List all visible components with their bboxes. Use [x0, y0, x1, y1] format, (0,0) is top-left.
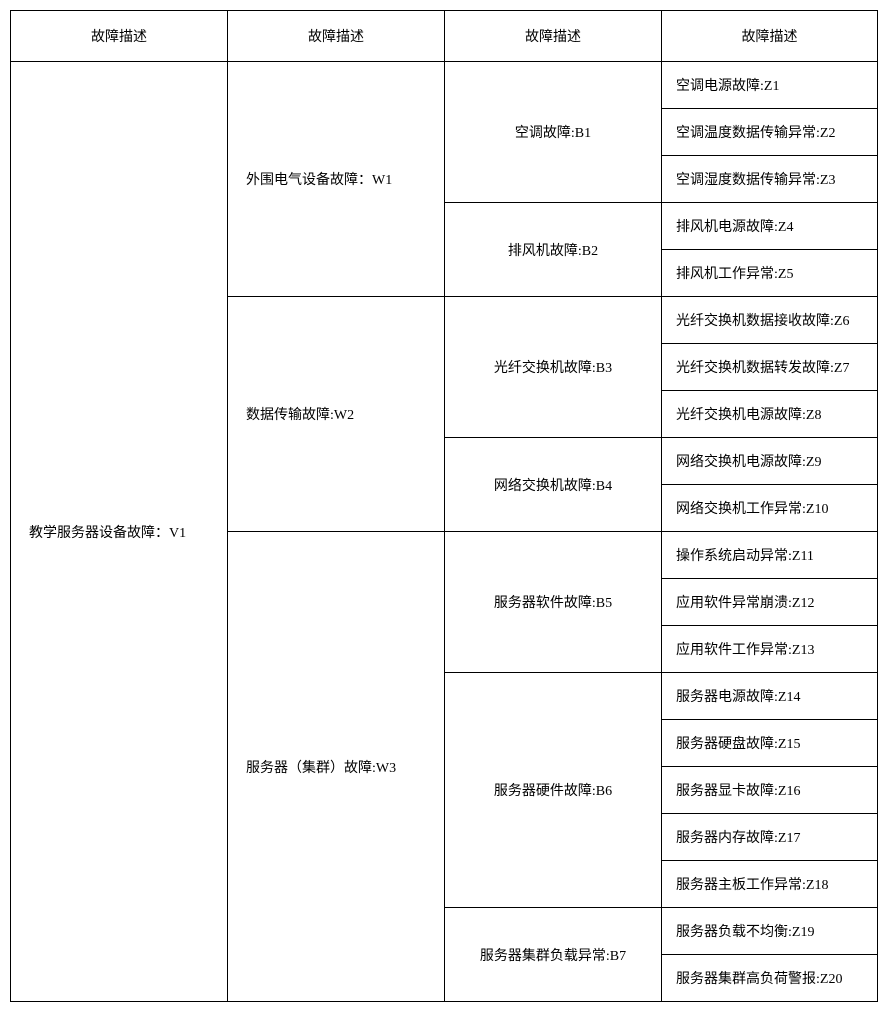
cell-z14: 服务器电源故障:Z14	[662, 673, 878, 720]
cell-z8: 光纤交换机电源故障:Z8	[662, 391, 878, 438]
cell-z15: 服务器硬盘故障:Z15	[662, 720, 878, 767]
cell-z13: 应用软件工作异常:Z13	[662, 626, 878, 673]
cell-w1: 外围电气设备故障：W1	[228, 62, 445, 297]
cell-z20: 服务器集群高负荷警报:Z20	[662, 955, 878, 1002]
cell-z4: 排风机电源故障:Z4	[662, 203, 878, 250]
cell-b4: 网络交换机故障:B4	[445, 438, 662, 532]
cell-b3: 光纤交换机故障:B3	[445, 297, 662, 438]
cell-b7: 服务器集群负载异常:B7	[445, 908, 662, 1002]
header-col1: 故障描述	[11, 11, 228, 62]
cell-z9: 网络交换机电源故障:Z9	[662, 438, 878, 485]
cell-z17: 服务器内存故障:Z17	[662, 814, 878, 861]
cell-b5: 服务器软件故障:B5	[445, 532, 662, 673]
cell-w2: 数据传输故障:W2	[228, 297, 445, 532]
cell-v1: 教学服务器设备故障：V1	[11, 62, 228, 1002]
cell-b6: 服务器硬件故障:B6	[445, 673, 662, 908]
cell-z16: 服务器显卡故障:Z16	[662, 767, 878, 814]
header-col3: 故障描述	[445, 11, 662, 62]
cell-z18: 服务器主板工作异常:Z18	[662, 861, 878, 908]
cell-z7: 光纤交换机数据转发故障:Z7	[662, 344, 878, 391]
cell-z3: 空调湿度数据传输异常:Z3	[662, 156, 878, 203]
table-row: 教学服务器设备故障：V1 外围电气设备故障：W1 空调故障:B1 空调电源故障:…	[11, 62, 878, 109]
cell-z2: 空调温度数据传输异常:Z2	[662, 109, 878, 156]
cell-z12: 应用软件异常崩溃:Z12	[662, 579, 878, 626]
cell-w3: 服务器（集群）故障:W3	[228, 532, 445, 1002]
header-col4: 故障描述	[662, 11, 878, 62]
cell-z6: 光纤交换机数据接收故障:Z6	[662, 297, 878, 344]
cell-z11: 操作系统启动异常:Z11	[662, 532, 878, 579]
cell-z19: 服务器负载不均衡:Z19	[662, 908, 878, 955]
table-header-row: 故障描述 故障描述 故障描述 故障描述	[11, 11, 878, 62]
cell-b1: 空调故障:B1	[445, 62, 662, 203]
cell-b2: 排风机故障:B2	[445, 203, 662, 297]
cell-z1: 空调电源故障:Z1	[662, 62, 878, 109]
cell-z10: 网络交换机工作异常:Z10	[662, 485, 878, 532]
header-col2: 故障描述	[228, 11, 445, 62]
fault-table: 故障描述 故障描述 故障描述 故障描述 教学服务器设备故障：V1 外围电气设备故…	[10, 10, 878, 1002]
cell-z5: 排风机工作异常:Z5	[662, 250, 878, 297]
